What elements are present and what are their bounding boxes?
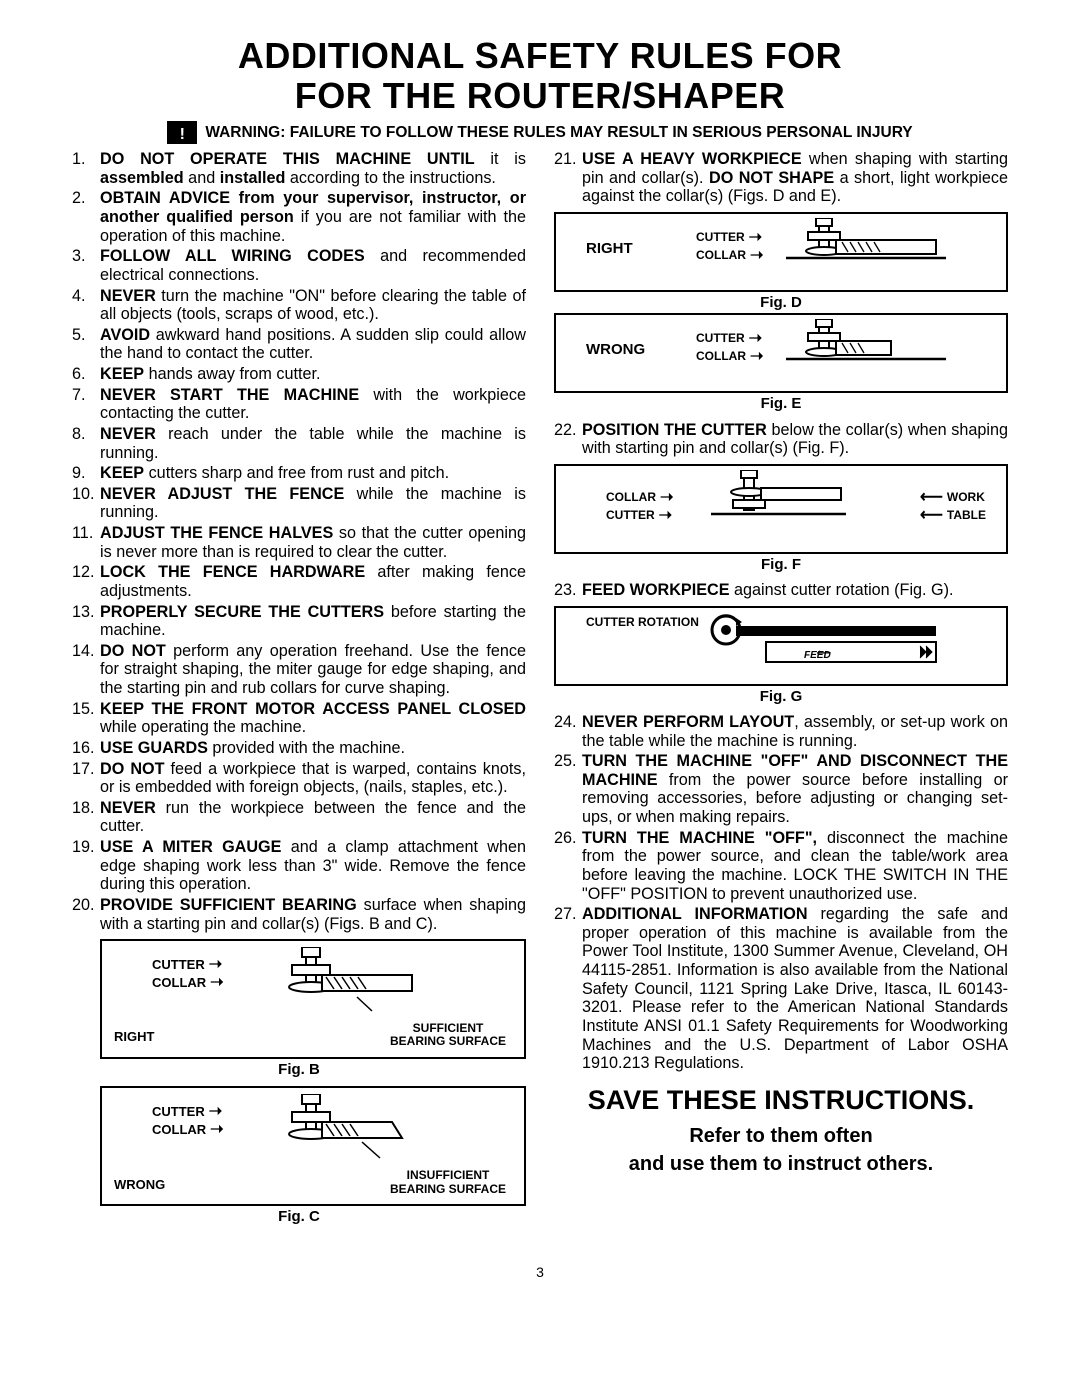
rule-item: FOLLOW ALL WIRING CODES and recommended … [72,247,526,284]
save-block: SAVE THESE INSTRUCTIONS. Refer to them o… [554,1085,1008,1178]
rule-item: TURN THE MACHINE "OFF" AND DISCONNECT TH… [554,752,1008,827]
figc-wrong: WRONG [114,1178,165,1193]
save-line1: Refer to them often [554,1122,1008,1150]
figc-collar: COLLAR [152,1123,206,1138]
rule-item: ADJUST THE FENCE HALVES so that the cutt… [72,524,526,561]
left-rule-list: DO NOT OPERATE THIS MACHINE UNTIL it is … [72,150,526,933]
figf-caption: Fig. F [554,556,1008,573]
right-rule-22: POSITION THE CUTTER below the collar(s) … [554,421,1008,458]
arrow-icon: ➝ [210,975,223,991]
left-column: DO NOT OPERATE THIS MACHINE UNTIL it is … [72,150,526,1234]
title-line1: ADDITIONAL SAFETY RULES FOR [238,35,842,76]
rule-item: USE A MITER GAUGE and a clamp attachment… [72,838,526,894]
figb-diagram [262,947,422,1027]
figg-caption: Fig. G [554,688,1008,705]
columns: DO NOT OPERATE THIS MACHINE UNTIL it is … [72,150,1008,1234]
figure-g-box: CUTTER ROTATION ⟵ FEED [554,606,1008,686]
save-title: SAVE THESE INSTRUCTIONS. [554,1085,1008,1116]
figf-collar: COLLAR [606,491,656,505]
arrow-icon: ⟵ [920,508,943,524]
arrow-icon: ➝ [210,1122,223,1138]
figc-note2: BEARING SURFACE [390,1183,506,1197]
figg-diagram: ⟵ [706,612,966,672]
figf-table: TABLE [947,509,986,523]
right-rule-list-b: NEVER PERFORM LAYOUT, assembly, or set-u… [554,713,1008,1073]
rule-item: PROPERLY SECURE THE CUTTERS before start… [72,603,526,640]
rule-item: KEEP THE FRONT MOTOR ACCESS PANEL CLOSED… [72,700,526,737]
figg-rotation: CUTTER ROTATION [586,616,699,630]
figc-diagram [262,1094,422,1174]
warning-text: WARNING: FAILURE TO FOLLOW THESE RULES M… [205,124,912,142]
figd-cutter: CUTTER [696,231,745,245]
figure-c-box: CUTTER➝ COLLAR➝ WRONG INSUFFICIENT BEARI… [100,1086,526,1206]
figb-right: RIGHT [114,1030,154,1045]
arrow-icon: ⟵ [920,490,943,506]
rule-item: USE A HEAVY WORKPIECE when shaping with … [554,150,1008,206]
rule-item: NEVER turn the machine "ON" before clear… [72,287,526,324]
arrow-icon: ➝ [209,1104,222,1120]
arrow-icon: ➝ [749,230,762,246]
rule-item: KEEP hands away from cutter. [72,365,526,384]
rule-item: NEVER run the workpiece between the fenc… [72,799,526,836]
rule-item: NEVER START THE MACHINE with the workpie… [72,386,526,423]
title-line2: FOR THE ROUTER/SHAPER [295,75,786,116]
rule-item: USE GUARDS provided with the machine. [72,739,526,758]
page-title: ADDITIONAL SAFETY RULES FOR FOR THE ROUT… [72,36,1008,115]
warning-row: ! WARNING: FAILURE TO FOLLOW THESE RULES… [72,121,1008,144]
figc-caption: Fig. C [72,1208,526,1225]
arrow-icon: ➝ [209,957,222,973]
figd-diagram [786,218,956,278]
right-rule-list-a: USE A HEAVY WORKPIECE when shaping with … [554,150,1008,206]
figure-f-box: COLLAR➝ CUTTER➝ ⟵WORK ⟵TABLE [554,464,1008,554]
figf-work: WORK [947,491,985,505]
fige-cutter: CUTTER [696,332,745,346]
right-rule-23: FEED WORKPIECE against cutter rotation (… [554,581,1008,600]
figd-caption: Fig. D [554,294,1008,311]
fige-collar: COLLAR [696,350,746,364]
figure-d-box: RIGHT CUTTER➝ COLLAR➝ [554,212,1008,292]
rule-item: OBTAIN ADVICE from your supervisor, inst… [72,189,526,245]
rule-item: LOCK THE FENCE HARDWARE after making fen… [72,563,526,600]
fige-diagram [786,319,956,379]
figb-note1: SUFFICIENT [390,1022,506,1036]
figf-diagram [711,470,851,540]
rule-item: FEED WORKPIECE against cutter rotation (… [554,581,1008,600]
arrow-icon: ➝ [750,349,763,365]
rule-item: DO NOT perform any operation freehand. U… [72,642,526,698]
rule-item: NEVER PERFORM LAYOUT, assembly, or set-u… [554,713,1008,750]
rule-item: PROVIDE SUFFICIENT BEARING surface when … [72,896,526,933]
rule-item: DO NOT OPERATE THIS MACHINE UNTIL it is … [72,150,526,187]
rule-item: KEEP cutters sharp and free from rust an… [72,464,526,483]
right-column: USE A HEAVY WORKPIECE when shaping with … [554,150,1008,1234]
arrow-icon: ➝ [749,331,762,347]
figd-collar: COLLAR [696,249,746,263]
warning-icon-wrap: ! [167,121,197,144]
figc-cutter: CUTTER [152,1105,205,1120]
fige-caption: Fig. E [554,395,1008,412]
page-number: 3 [72,1264,1008,1280]
figb-note2: BEARING SURFACE [390,1035,506,1049]
figd-right: RIGHT [586,240,633,257]
figb-collar: COLLAR [152,976,206,991]
rule-item: NEVER reach under the table while the ma… [72,425,526,462]
rule-item: DO NOT feed a workpiece that is warped, … [72,760,526,797]
save-line2: and use them to instruct others. [554,1150,1008,1178]
arrow-icon: ➝ [659,508,672,524]
figb-caption: Fig. B [72,1061,526,1078]
rule-item: ADDITIONAL INFORMATION regarding the saf… [554,905,1008,1073]
arrow-icon: ➝ [750,248,763,264]
arrow-icon: ➝ [660,490,673,506]
figf-cutter: CUTTER [606,509,655,523]
rule-item: NEVER ADJUST THE FENCE while the machine… [72,485,526,522]
figure-b-box: CUTTER➝ COLLAR➝ RIGHT SUFFICIENT BEARING… [100,939,526,1059]
figure-e-box: WRONG CUTTER➝ COLLAR➝ [554,313,1008,393]
warning-icon: ! [169,122,195,144]
figc-note1: INSUFFICIENT [390,1169,506,1183]
rule-item: TURN THE MACHINE "OFF", disconnect the m… [554,829,1008,904]
fige-wrong: WRONG [586,341,645,358]
figg-feed: FEED [804,650,831,662]
rule-item: AVOID awkward hand positions. A sudden s… [72,326,526,363]
figb-cutter: CUTTER [152,958,205,973]
rule-item: POSITION THE CUTTER below the collar(s) … [554,421,1008,458]
